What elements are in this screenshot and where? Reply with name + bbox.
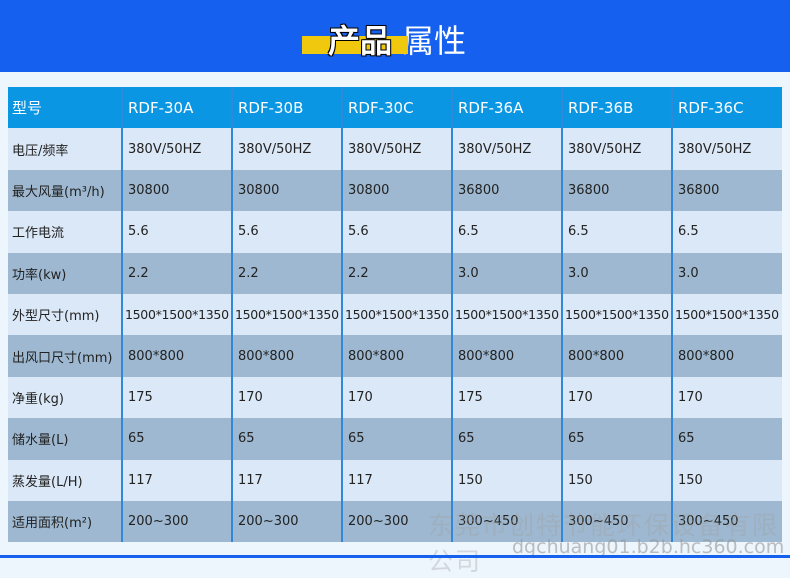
table-cell: 30800 [121,169,232,212]
row-label: 净重(kg) [8,376,122,419]
table-cell: 800*800 [231,335,342,377]
table-row: 功率(kw) 2.2 2.2 2.2 3.0 3.0 3.0 [8,252,782,294]
table-cell: 300~450 [561,500,672,543]
table-cell: 175 [121,376,232,419]
table-cell: 1500*1500*1350 [451,293,562,336]
watermark-url: dgchuang01.b2b.hc360.com [512,536,785,558]
table-cell: 117 [341,459,452,501]
table-cell: 6.5 [451,211,562,253]
table-cell: 170 [671,376,782,419]
table-cell: 36800 [451,169,562,212]
table-cell: 170 [341,376,452,419]
table-cell: 200~300 [231,500,342,543]
table-cell: 380V/50HZ [121,128,232,170]
table-cell: 1500*1500*1350 [671,293,782,336]
row-label: 出风口尺寸(mm) [8,335,122,377]
table-cell: 65 [121,418,232,460]
table-cell: 380V/50HZ [341,128,452,170]
row-label: 蒸发量(L/H) [8,459,122,501]
table-cell: RDF-30C [341,87,452,129]
table-cell: 65 [451,418,562,460]
table-row: 工作电流 5.6 5.6 5.6 6.5 6.5 6.5 [8,211,782,253]
table-cell: 5.6 [341,211,452,253]
table-cell: 800*800 [121,335,232,377]
table-cell: 200~300 [121,500,232,543]
table-cell: 1500*1500*1350 [561,293,672,336]
title-rest: 属性 [402,22,467,60]
table-cell: 150 [451,459,562,501]
table-cell: 65 [231,418,342,460]
table-cell: 117 [231,459,342,501]
row-label: 储水量(L) [8,418,122,460]
table-row: 出风口尺寸(mm) 800*800 800*800 800*800 800*800 800… [8,335,782,377]
table-cell: 65 [341,418,452,460]
row-label: 外型尺寸(mm) [8,293,122,336]
table-cell: 65 [671,418,782,460]
page-title: 产品 属性 [0,16,790,62]
table-cell: 2.2 [341,252,452,294]
product-spec-table: 型号 RDF-30A RDF-30B RDF-30C RDF-36A RDF-36B RDF… [8,87,782,543]
table-cell: RDF-30A [121,87,232,129]
table-cell: 800*800 [451,335,562,377]
title-highlight: 产品 [327,22,392,60]
table-cell: 3.0 [451,252,562,294]
table-cell: 36800 [561,169,672,212]
table-cell: 3.0 [671,252,782,294]
row-label: 电压/频率 [8,128,122,170]
table-row: 蒸发量(L/H) 117 117 117 150 150 150 [8,459,782,501]
table-cell: 380V/50HZ [671,128,782,170]
table-cell: 200~300 [341,500,452,543]
table-cell: 300~450 [451,500,562,543]
table-cell: 30800 [231,169,342,212]
table-header-row: 型号 RDF-30A RDF-30B RDF-30C RDF-36A RDF-36B RDF… [8,87,782,129]
table-cell: RDF-36A [451,87,562,129]
table-cell: 1500*1500*1350 [341,293,452,336]
table-cell: 6.5 [671,211,782,253]
table-cell: 5.6 [231,211,342,253]
table-cell: 1500*1500*1350 [231,293,342,336]
row-label: 功率(kw) [8,252,122,294]
table-cell: 3.0 [561,252,672,294]
table-cell: 300~450 [671,500,782,543]
table-cell: 6.5 [561,211,672,253]
table-cell: 5.6 [121,211,232,253]
table-cell: 117 [121,459,232,501]
bottom-border [0,555,790,558]
table-cell: 36800 [671,169,782,212]
table-cell: 800*800 [561,335,672,377]
row-label: 最大风量(m³/h) [8,169,122,212]
table-cell: 380V/50HZ [561,128,672,170]
table-row: 净重(kg) 175 170 170 175 170 170 [8,376,782,419]
table-cell: 150 [671,459,782,501]
table-cell: 170 [231,376,342,419]
table-cell: 380V/50HZ [231,128,342,170]
row-label: 型号 [8,87,122,129]
table-cell: 150 [561,459,672,501]
table-cell: 30800 [341,169,452,212]
table-cell: 65 [561,418,672,460]
row-label: 工作电流 [8,211,122,253]
table-cell: 170 [561,376,672,419]
table-row: 外型尺寸(mm) 1500*1500*1350 1500*1500*1350 1500… [8,293,782,336]
table-row: 最大风量(m³/h) 30800 30800 30800 36800 36800 36800 [8,169,782,212]
row-label: 适用面积(m²) [8,500,122,543]
table-row: 适用面积(m²) 200~300 200~300 200~300 300~450 300~… [8,500,782,543]
table-cell: 2.2 [121,252,232,294]
table-cell: 2.2 [231,252,342,294]
table-cell: 380V/50HZ [451,128,562,170]
table-cell: RDF-30B [231,87,342,129]
table-cell: 1500*1500*1350 [121,293,232,336]
table-cell: RDF-36C [671,87,782,129]
table-cell: 175 [451,376,562,419]
table-row: 电压/频率 380V/50HZ 380V/50HZ 380V/50HZ 380V/50H… [8,128,782,170]
table-cell: 800*800 [671,335,782,377]
table-row: 储水量(L) 65 65 65 65 65 65 [8,418,782,460]
table-cell: 800*800 [341,335,452,377]
table-cell: RDF-36B [561,87,672,129]
